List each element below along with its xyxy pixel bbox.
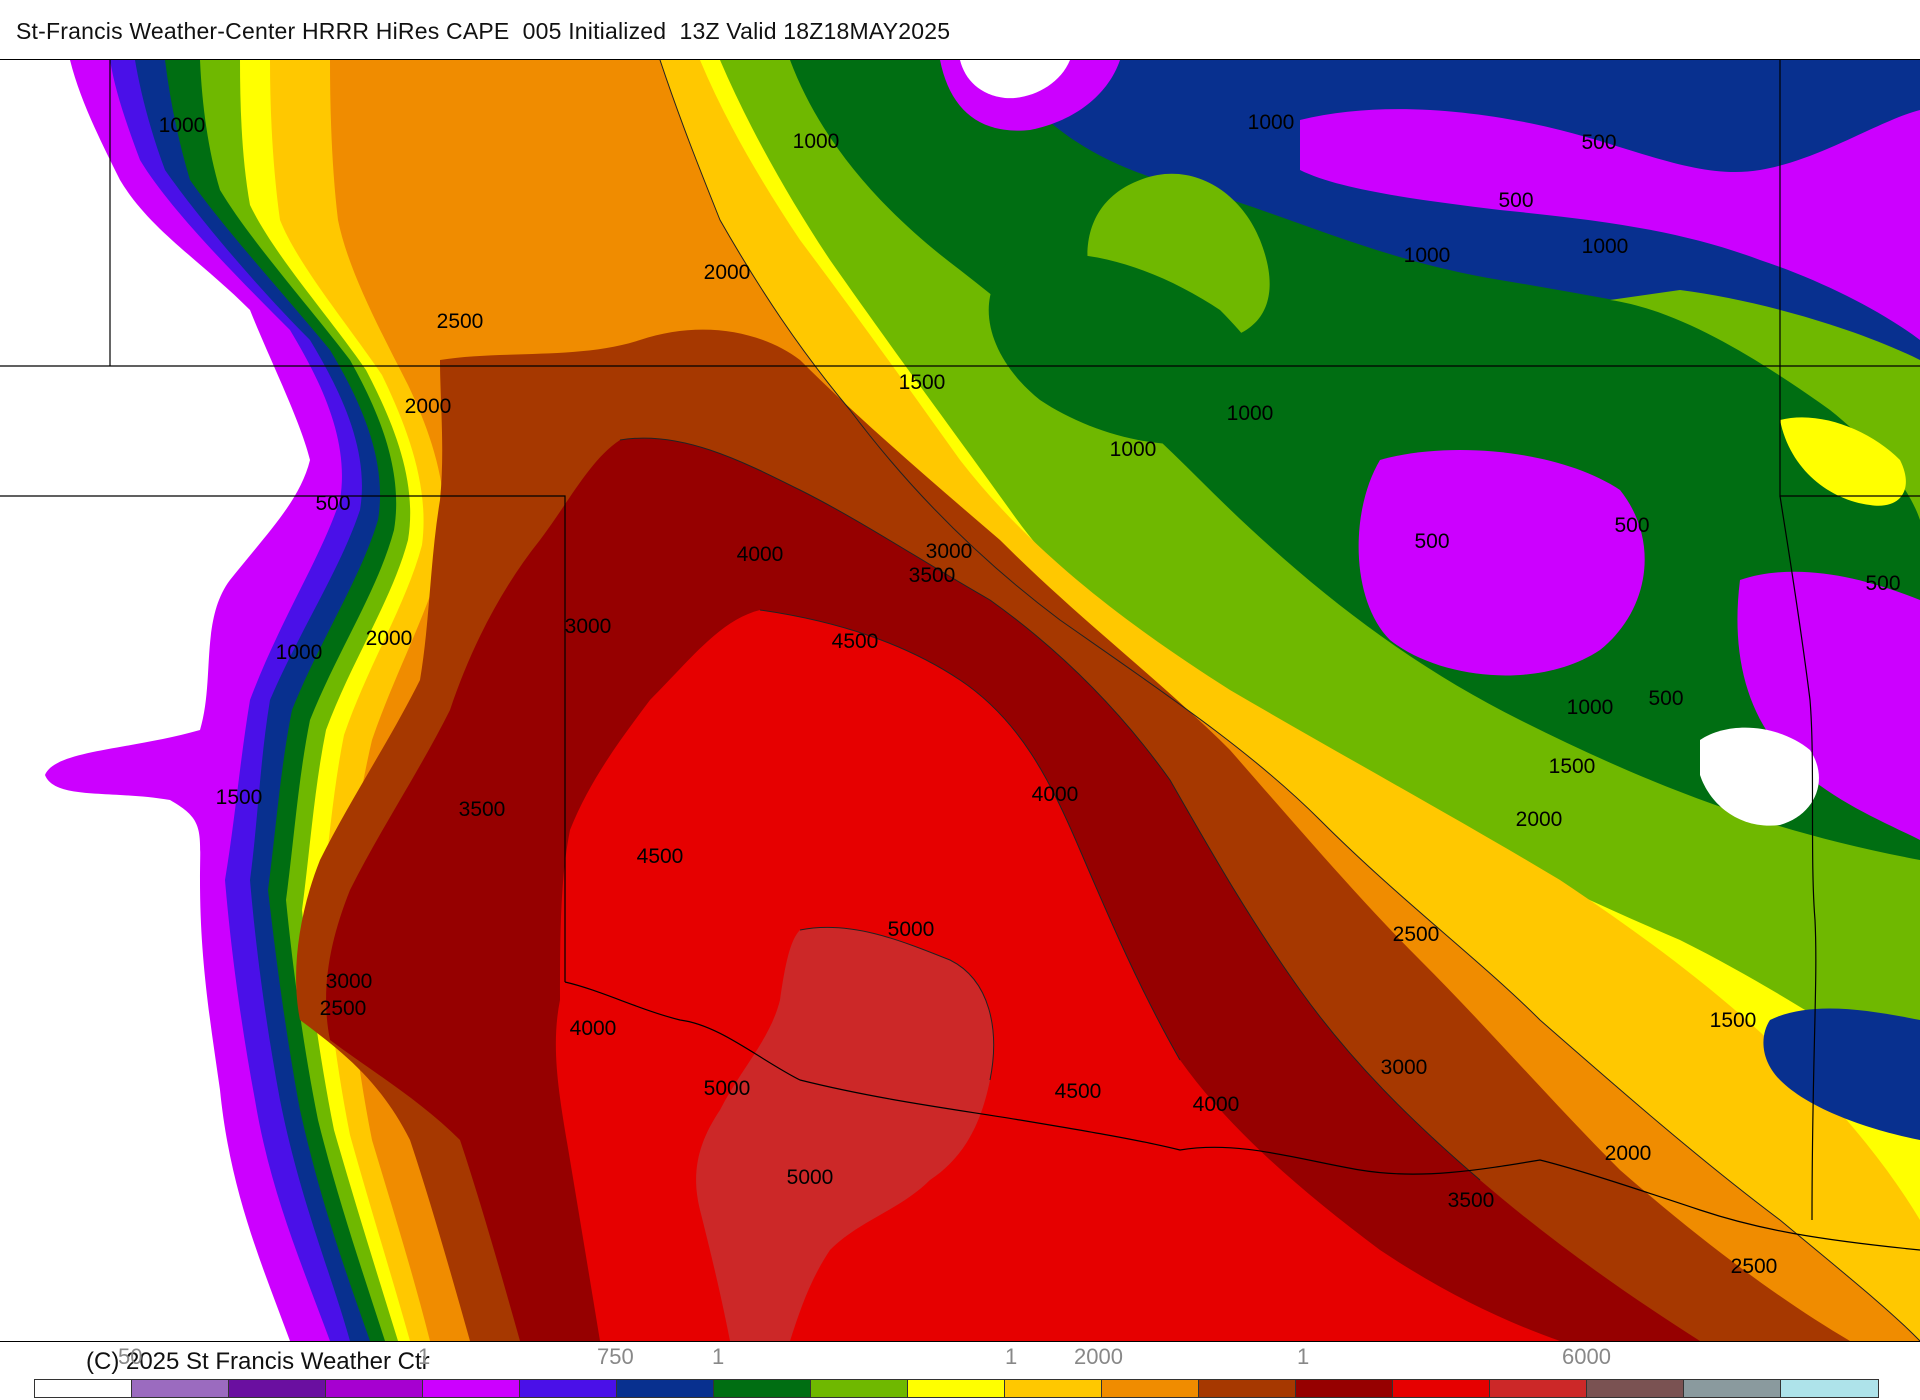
colorbar-swatch [1781,1380,1878,1397]
contour-label: 3500 [909,564,956,587]
colorbar-swatch [35,1380,132,1397]
contour-label: 2000 [405,395,452,418]
contour-label: 3000 [565,615,612,638]
contour-label: 2000 [704,261,751,284]
contour-label: 2000 [366,627,413,650]
contour-label: 500 [1581,131,1616,154]
map-title: St-Francis Weather-Center HRRR HiRes CAP… [16,18,951,44]
contour-label: 5000 [888,918,935,941]
contour-label: 500 [1414,530,1449,553]
colorbar-swatch [1490,1380,1587,1397]
contour-label: 500 [1865,572,1900,595]
contour-label: 500 [315,492,350,515]
colorbar-swatch [1684,1380,1781,1397]
contour-label: 1000 [1567,696,1614,719]
cape-map: 1000 1000 1000 500 500 1000 1000 2000 2500 1500 10… [0,59,1920,1342]
contour-label: 3000 [326,970,373,993]
contour-label: 4000 [570,1017,617,1040]
cape-shading [45,60,1920,1341]
contour-label: 4500 [637,845,684,868]
contour-label: 1000 [1582,235,1629,258]
colorbar-tick-label: 1 [418,1344,431,1369]
contour-label: 2500 [1731,1255,1778,1278]
state-boundaries [0,60,1920,1251]
colorbar-swatch [423,1380,520,1397]
cape-colorbar [34,1379,1879,1398]
contour-label: 500 [1648,687,1683,710]
cape-map-canvas: 1000 1000 1000 500 500 1000 1000 2000 2500 1500 10… [0,60,1920,1341]
contour-label: 500 [1614,514,1649,537]
contour-label: 1000 [159,114,206,137]
contour-label: 3000 [926,540,973,563]
contour-label: 2500 [437,310,484,333]
contour-label: 1000 [1227,402,1274,425]
colorbar-swatch [1005,1380,1102,1397]
colorbar-swatch [617,1380,714,1397]
contour-label: 2000 [1605,1142,1652,1165]
contour-label: 1000 [1404,244,1451,267]
contour-label: 2500 [320,997,367,1020]
colorbar-tick-label: 1 [712,1344,725,1369]
contour-label: 1500 [1549,755,1596,778]
colorbar-swatch [1102,1380,1199,1397]
contour-labels: 1000 1000 1000 500 500 1000 1000 2000 2500 1500 10… [159,111,1901,1278]
contour-label: 5000 [787,1166,834,1189]
contour-label: 4500 [832,630,879,653]
contour-label: 1000 [1248,111,1295,134]
colorbar-swatch [714,1380,811,1397]
colorbar-swatch [1393,1380,1490,1397]
colorbar-swatch [1587,1380,1684,1397]
contour-label: 500 [1498,189,1533,212]
colorbar-swatch [1296,1380,1393,1397]
contour-label: 1000 [1110,438,1157,461]
contour-label: 1000 [793,130,840,153]
colorbar-swatch [811,1380,908,1397]
contour-label: 3500 [1448,1189,1495,1212]
contour-label: 1000 [276,641,323,664]
colorbar-tick-label: 2000 [1074,1344,1123,1369]
colorbar-tick-label: 1 [1005,1344,1018,1369]
contour-label: 1500 [216,786,263,809]
contour-label: 3000 [1381,1056,1428,1079]
contour-label: 1500 [1710,1009,1757,1032]
contour-label: 5000 [704,1077,751,1100]
contour-label: 4000 [1193,1093,1240,1116]
colorbar-tick-label: 1 [1297,1344,1310,1369]
contour-label: 4500 [1055,1080,1102,1103]
cape-contours [619,60,1920,1341]
contour-label: 4000 [737,543,784,566]
colorbar-swatch [908,1380,1005,1397]
contour-label: 2500 [1393,923,1440,946]
colorbar-swatch [1199,1380,1296,1397]
colorbar-swatch [132,1380,229,1397]
contour-label: 4000 [1032,783,1079,806]
colorbar-tick-label: 50 [118,1344,143,1369]
footer: (C) 2025 St Francis Weather Ctr 50 1 750 1 1… [0,1340,1920,1400]
colorbar-tick-label: 750 [597,1344,634,1369]
contour-label: 2000 [1516,808,1563,831]
contour-label: 3500 [459,798,506,821]
colorbar-tick-label: 6000 [1562,1344,1611,1369]
colorbar-swatch [229,1380,326,1397]
copyright: (C) 2025 St Francis Weather Ctr [86,1348,430,1375]
colorbar-swatch [326,1380,423,1397]
contour-label: 1500 [899,371,946,394]
colorbar-swatch [520,1380,617,1397]
